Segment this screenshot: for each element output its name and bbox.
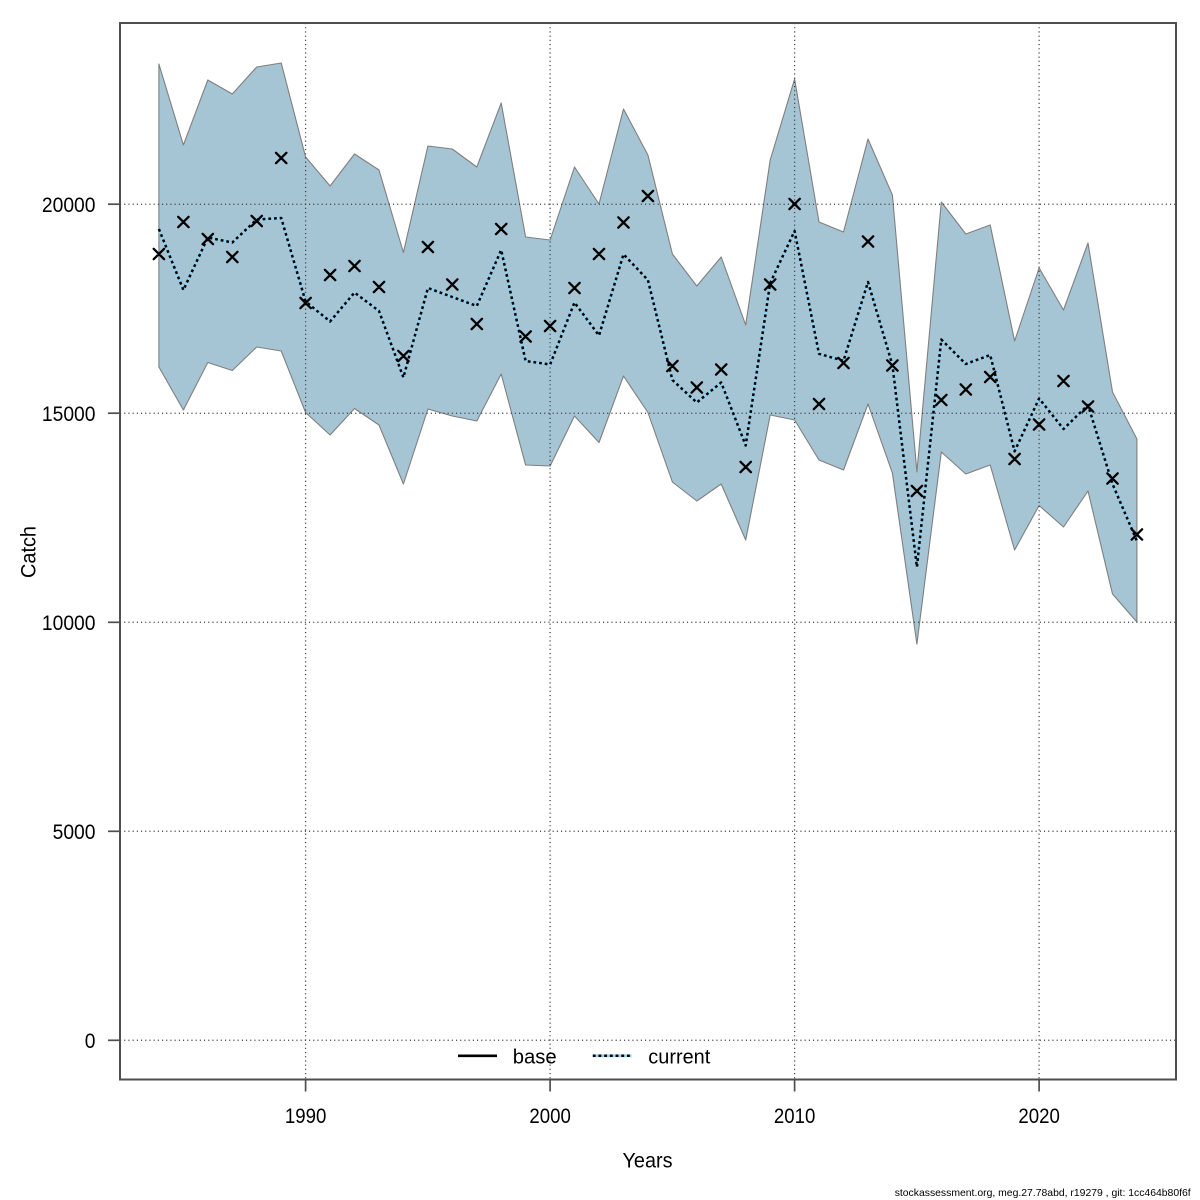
svg-text:20000: 20000 bbox=[42, 194, 96, 217]
svg-text:Years: Years bbox=[623, 1149, 673, 1172]
svg-text:5000: 5000 bbox=[53, 821, 96, 844]
svg-text:2020: 2020 bbox=[1018, 1105, 1059, 1128]
svg-text:15000: 15000 bbox=[42, 403, 96, 426]
svg-text:current: current bbox=[648, 1045, 710, 1068]
svg-text:2000: 2000 bbox=[529, 1105, 570, 1128]
svg-text:2010: 2010 bbox=[774, 1105, 815, 1128]
svg-text:base: base bbox=[513, 1045, 557, 1068]
svg-text:1990: 1990 bbox=[285, 1105, 326, 1128]
svg-text:Catch: Catch bbox=[18, 526, 41, 578]
svg-text:stockassessment.org, meg.27.78: stockassessment.org, meg.27.78abd, r1927… bbox=[895, 1188, 1191, 1199]
svg-text:10000: 10000 bbox=[42, 612, 96, 635]
svg-text:0: 0 bbox=[85, 1030, 96, 1053]
